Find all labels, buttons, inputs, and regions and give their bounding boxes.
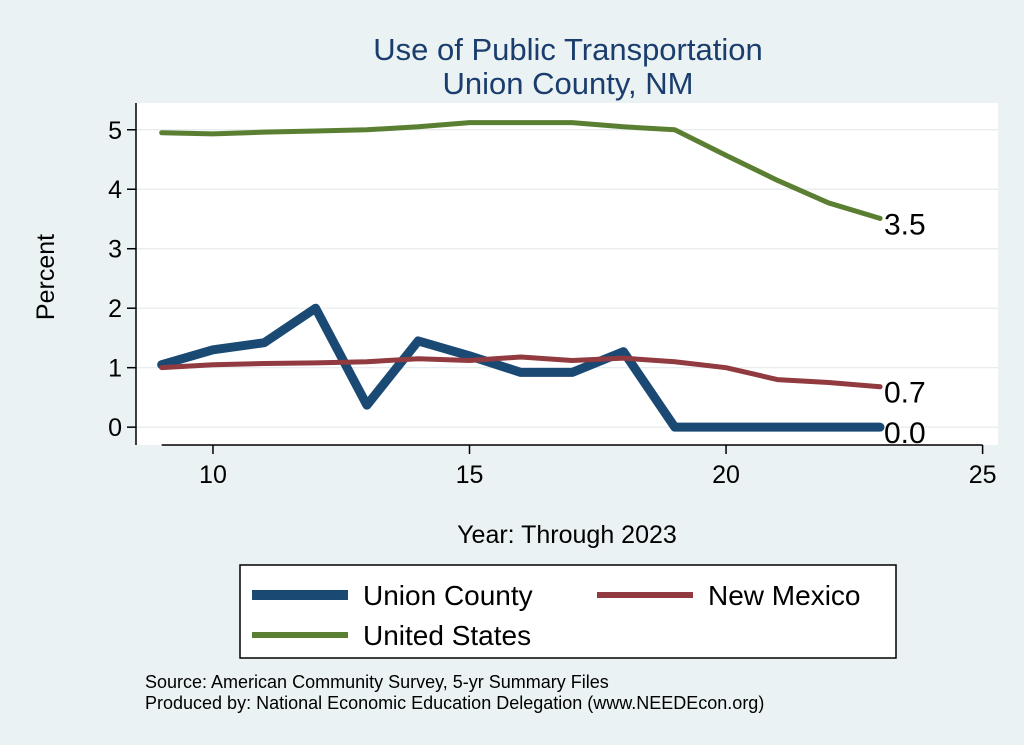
y-tick-label: 3 (108, 236, 122, 264)
y-tick-label: 0 (108, 414, 122, 442)
produced-by-note: Produced by: National Economic Education… (145, 693, 764, 713)
y-tick-label: 1 (108, 355, 122, 383)
series-line-union-county (157, 303, 885, 432)
x-tick-label: 20 (712, 461, 740, 489)
legend-label-new-mexico: New Mexico (708, 580, 860, 611)
legend-label-union-county: Union County (363, 580, 533, 611)
y-axis-label: Percent (32, 234, 60, 320)
series-end-point (877, 424, 883, 430)
x-tick-label: 15 (456, 461, 484, 489)
x-tick-label: 10 (199, 461, 227, 489)
end-label-new-mexico: 0.7 (884, 377, 926, 410)
legend: Union County New Mexico United States (239, 564, 897, 659)
legend-label-united-states: United States (363, 620, 531, 651)
series-end-point (877, 215, 883, 221)
series-line-united-states (159, 120, 883, 221)
y-tick-label: 4 (108, 176, 122, 204)
end-label-union-county: 0.0 (884, 417, 926, 450)
x-axis-label: Year: Through 2023 (457, 521, 677, 549)
y-tick-label: 5 (108, 117, 122, 145)
chart-title-line-1: Use of Public Transportation (373, 32, 762, 67)
legend-box (239, 564, 897, 659)
end-label-united-states: 3.5 (884, 208, 926, 241)
series-line-new-mexico (159, 354, 883, 390)
chart-title-line-2: Union County, NM (443, 66, 694, 101)
series-end-point (877, 384, 883, 390)
axes: 0 1 2 3 4 5 10 15 20 25 (108, 103, 997, 489)
y-tick-label: 2 (108, 295, 122, 323)
plot-area (136, 103, 998, 445)
source-note: Source: American Community Survey, 5-yr … (145, 672, 609, 692)
x-tick-label: 25 (969, 461, 997, 489)
series-group (157, 120, 885, 432)
end-labels: 0.0 0.7 3.5 (884, 208, 926, 450)
